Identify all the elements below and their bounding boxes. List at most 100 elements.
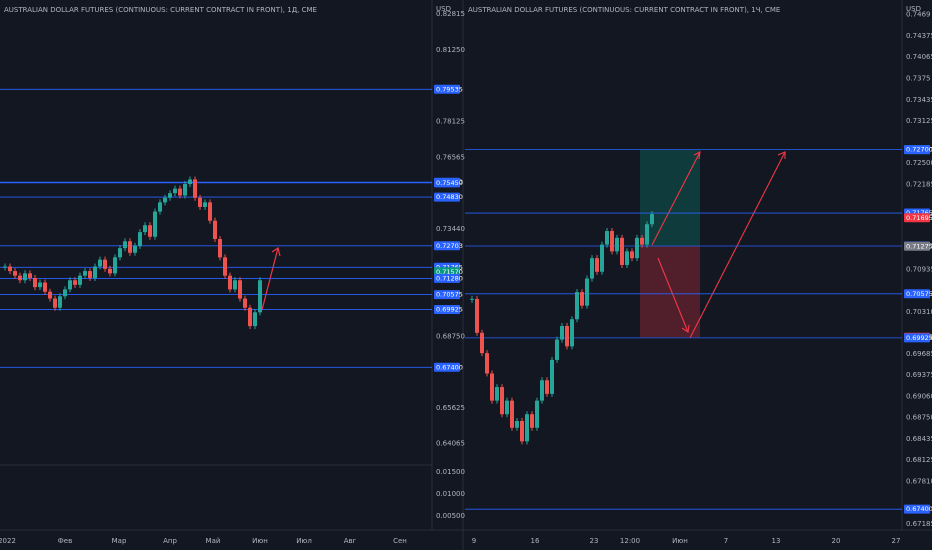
candle [138,232,142,246]
time-label: 16 [531,537,540,545]
price-tag-label: 0.69925 [436,305,463,313]
price-tag-label: 0.71765 [906,209,932,217]
candle [610,231,614,252]
candle [625,251,629,265]
candle [163,197,167,203]
price-label: 0.69375 [906,371,932,379]
price-tag [904,145,930,155]
price-tag-label: 0.70575 [906,290,932,298]
candle [143,225,147,233]
time-label: Фев [58,537,72,545]
candle [43,282,47,292]
price-tag-label: 0.72700 [906,146,932,154]
candle [118,248,122,258]
candle [173,188,177,194]
time-label: 27 [892,537,901,545]
candle [520,420,524,442]
candle [590,258,594,279]
candle [640,237,644,245]
candle [63,289,67,297]
candle [253,312,257,327]
take-profit-zone [640,149,700,246]
candle [555,339,559,360]
candle [73,280,77,285]
currency: USD [436,5,451,13]
candle [635,237,639,259]
candle [203,202,207,207]
candle [530,414,534,428]
candle [580,292,584,306]
price-label: 0.74065 [906,53,932,61]
arrow [651,151,786,339]
candle [98,259,102,267]
candle [198,197,202,207]
candle [615,237,619,252]
price-tag-label: 0.72703 [436,242,463,250]
candle [183,184,187,196]
currency: USD [906,5,921,13]
candle [500,387,504,415]
price-label: 0.76565 [436,153,465,161]
price-tag [434,192,460,202]
price-tag [434,304,460,314]
candle [68,280,72,290]
candle [128,241,132,253]
candle [228,275,232,290]
chart-title: AUSTRALIAN DOLLAR FUTURES (CONTINUOUS: C… [4,6,317,14]
time-label: Мар [112,537,127,545]
candle [153,211,157,237]
price-tag [434,362,460,372]
price-label: 0.81250 [436,46,465,54]
price-label: 0.68750 [906,414,932,422]
candle [550,359,554,394]
candle [575,292,579,320]
price-tag-label: 0.71280 [436,274,463,282]
candle [103,259,107,269]
price-tag-label: 0.79535 [436,85,463,93]
price-tag [434,178,460,188]
candle [38,282,42,288]
candle [178,188,182,196]
candle [133,245,137,253]
position [640,149,700,338]
price-tag-label: 0.67400 [906,505,932,513]
candle [168,193,172,198]
candle [213,220,217,240]
candle [645,224,649,245]
candle [545,380,549,394]
candle [233,280,237,290]
time-label: 23 [590,537,599,545]
candle [148,225,152,237]
candle [485,353,489,374]
price-tag-label: 0.71570 [436,268,463,276]
price-label: 0.67185 [906,520,932,528]
candle [58,296,62,308]
candle [595,258,599,272]
candle [18,275,22,281]
candle [620,237,624,265]
price-tag [434,84,460,94]
stop-loss-zone [640,245,700,338]
price-label: 0.73435 [906,96,932,104]
time-label: 20 [832,537,841,545]
price-tag-label: 0.71695 [906,214,932,222]
price-tag [904,504,930,514]
price-label: 0.70935 [906,265,932,273]
candle [33,277,37,288]
price-label: 0.82815 [436,10,465,18]
candle [505,400,509,415]
time-label: Сен [393,537,407,545]
candle [53,298,57,308]
price-tag [434,241,460,251]
candle [600,244,604,272]
price-label: 0.74375 [906,32,932,40]
candle [23,273,27,281]
candle [13,271,17,276]
price-label: 0.68435 [906,435,932,443]
price-label: 0.7469 [906,11,931,19]
candle [78,275,82,285]
candle [535,400,539,428]
